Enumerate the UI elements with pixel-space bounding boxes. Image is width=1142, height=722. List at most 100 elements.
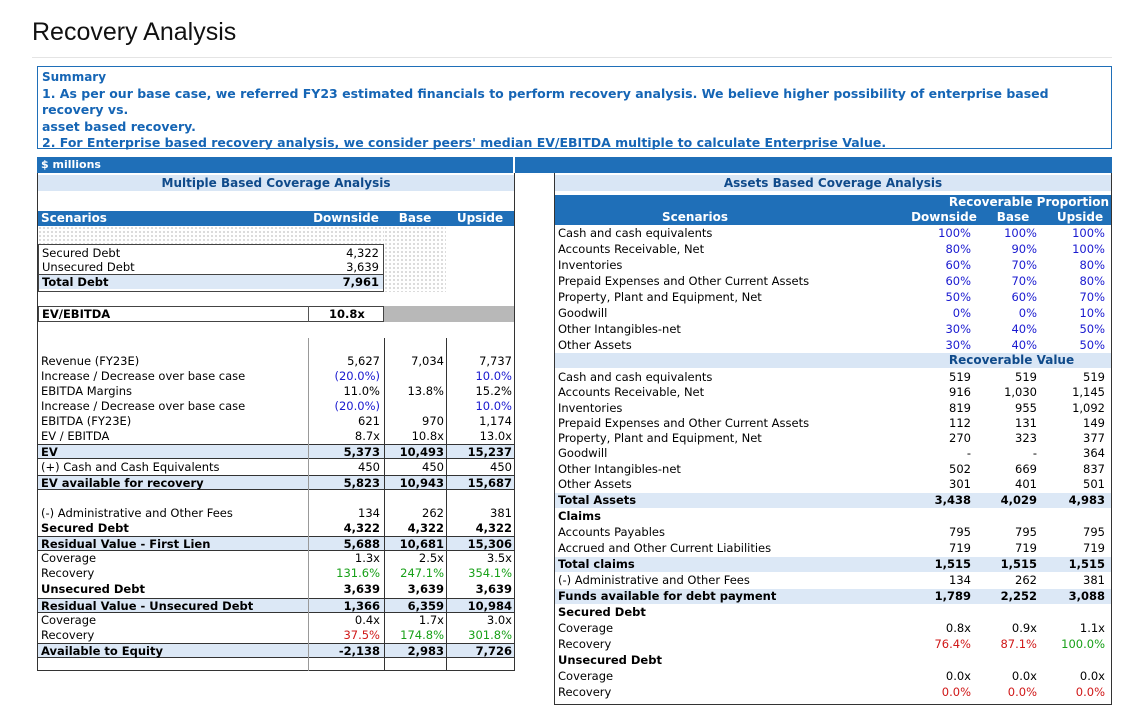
value-u-value: 364	[1083, 446, 1105, 460]
value-row: Coverage 0.0x 0.0x 0.0x	[555, 669, 1111, 684]
proportion-u-value: 50%	[1079, 322, 1105, 336]
left-row-label: Residual Value - Unsecured Debt	[41, 599, 254, 613]
proportion-row-label: Other Intangibles-net	[558, 322, 681, 336]
value-b-value	[983, 509, 1037, 524]
left-data-row: Revenue (FY23E) 5,627 7,034 7,737	[38, 354, 514, 369]
right-header-scenarios: Scenarios	[662, 210, 728, 224]
debt-row-label: Unsecured Debt	[42, 260, 135, 274]
left-row-d-value: 450	[358, 460, 380, 474]
proportion-u-value: 70%	[1079, 290, 1105, 304]
summary-line-2: 2. For Enterprise based recovery analysi…	[42, 135, 887, 150]
left-row-u-value: 10.0%	[475, 369, 512, 383]
value-row-label: Accrued and Other Current Liabilities	[558, 541, 772, 555]
left-row-u-value: 3.0x	[486, 613, 512, 627]
left-row-u-value: 7,726	[475, 644, 512, 658]
value-row: Accounts Receivable, Net 916 1,030 1,145	[555, 385, 1111, 400]
value-u-value	[1043, 605, 1105, 620]
value-d-value: 1,515	[934, 557, 971, 571]
value-b-value	[983, 653, 1037, 668]
ev-ebitda-grey-fill	[384, 306, 514, 322]
left-header-row: Scenarios Downside Base Upside	[38, 211, 514, 226]
value-u-value: 795	[1083, 525, 1105, 539]
value-u-value: 837	[1083, 462, 1105, 476]
proportion-d-value: 30%	[945, 338, 971, 352]
value-row-label: Accounts Payables	[558, 525, 665, 539]
left-data-row: Residual Value - First Lien 5,688 10,681 15…	[38, 536, 514, 551]
proportion-b-value: 100%	[1004, 226, 1037, 240]
right-section-title: Assets Based Coverage Analysis	[555, 175, 1111, 191]
value-u-value: 149	[1083, 416, 1105, 430]
left-row-u-value: 1,174	[479, 414, 512, 428]
proportion-row: Other Intangibles-net 30% 40% 50%	[555, 322, 1111, 337]
proportion-row-label: Other Assets	[558, 338, 632, 352]
left-row-d-value: -2,138	[338, 644, 380, 658]
value-u-value: 719	[1083, 541, 1105, 555]
value-b-value: 795	[1015, 525, 1037, 539]
proportion-u-value: 50%	[1079, 338, 1105, 352]
left-data-row: Recovery 131.6% 247.1% 354.1%	[38, 566, 514, 581]
left-row-b-value: 450	[422, 460, 444, 474]
left-row-b-value: 2.5x	[418, 551, 444, 565]
value-b-value: 131	[1015, 416, 1037, 430]
left-row-label: Recovery	[41, 628, 95, 642]
left-row-b-value	[386, 369, 444, 384]
left-row-u-value: 4,322	[475, 521, 512, 535]
value-row: Goodwill - - 364	[555, 446, 1111, 461]
debt-row-value: 4,322	[346, 246, 379, 260]
left-data-row: Increase / Decrease over base case (20.0%…	[38, 399, 514, 414]
left-row-d-value: 134	[358, 506, 380, 520]
left-row-d-value: 5,823	[343, 476, 380, 490]
value-u-value: 4,983	[1068, 493, 1105, 507]
value-row-label: Inventories	[558, 401, 623, 415]
ev-ebitda-value: 10.8x	[329, 307, 365, 321]
left-row-b-value: 247.1%	[400, 566, 444, 580]
left-data-row: EBITDA (FY23E) 621 970 1,174	[38, 414, 514, 429]
left-row-label: Recovery	[41, 566, 95, 580]
left-row-u-value: 3,639	[475, 582, 512, 596]
value-b-value: 401	[1015, 477, 1037, 491]
left-row-u-value: 7,737	[479, 354, 512, 368]
left-data-row: (-) Administrative and Other Fees 134 262 3…	[38, 506, 514, 521]
value-row: Total Assets 3,438 4,029 4,983	[555, 493, 1111, 508]
value-row: Other Intangibles-net 502 669 837	[555, 462, 1111, 477]
proportion-u-value: 100%	[1072, 226, 1105, 240]
ev-ebitda-label: EV/EBITDA	[42, 307, 111, 321]
proportion-d-value: 50%	[945, 290, 971, 304]
value-row: Recovery 0.0% 0.0% 0.0%	[555, 685, 1111, 700]
value-row-label: Other Assets	[558, 477, 632, 491]
summary-title: Summary	[42, 70, 107, 84]
left-row-d-value: 4,322	[343, 521, 380, 535]
value-row: Recovery 76.4% 87.1% 100.0%	[555, 637, 1111, 652]
value-d-value: 3,438	[934, 493, 971, 507]
value-b-value: 955	[1015, 401, 1037, 415]
recoverable-proportion-title: Recoverable Proportion	[948, 195, 1109, 209]
assets-based-coverage-table: Assets Based Coverage Analysis Recoverab…	[554, 173, 1112, 705]
value-d-value: 0.8x	[945, 621, 971, 635]
left-row-u-value: 15,306	[467, 537, 512, 551]
value-row: Cash and cash equivalents 519 519 519	[555, 370, 1111, 385]
left-data-row: Secured Debt 4,322 4,322 4,322	[38, 521, 514, 536]
left-row-label: Secured Debt	[41, 521, 129, 535]
left-section-title-text: Multiple Based Coverage Analysis	[161, 176, 391, 190]
units-label: $ millions	[41, 158, 101, 171]
multiple-based-coverage-table: Multiple Based Coverage Analysis Scenari…	[37, 173, 515, 671]
proportion-row: Cash and cash equivalents 100% 100% 100%	[555, 226, 1111, 241]
left-row-b-value: 10,943	[399, 476, 444, 490]
value-d-value: 0.0x	[945, 669, 971, 683]
value-row-label: Coverage	[558, 669, 614, 683]
value-d-value: 112	[949, 416, 971, 430]
left-data-row: Coverage 1.3x 2.5x 3.5x	[38, 551, 514, 566]
left-row-label: EV / EBITDA	[41, 429, 110, 443]
value-row-label: Prepaid Expenses and Other Current Asset…	[558, 416, 810, 430]
left-row-u-value: 3.5x	[486, 551, 512, 565]
left-row-label: Coverage	[41, 613, 97, 627]
proportion-row-label: Cash and cash equivalents	[558, 226, 713, 240]
summary-line-1: 1. As per our base case, we referred FY2…	[42, 85, 1049, 118]
left-row-b-value: 3,639	[407, 582, 444, 596]
value-row-label: Goodwill	[558, 446, 608, 460]
left-row-b-value: 7,034	[411, 354, 444, 368]
value-b-value: 4,029	[1000, 493, 1037, 507]
value-b-value: 519	[1015, 370, 1037, 384]
left-row-u-value: 13.0x	[479, 429, 512, 443]
left-row-u-value: 381	[490, 506, 512, 520]
